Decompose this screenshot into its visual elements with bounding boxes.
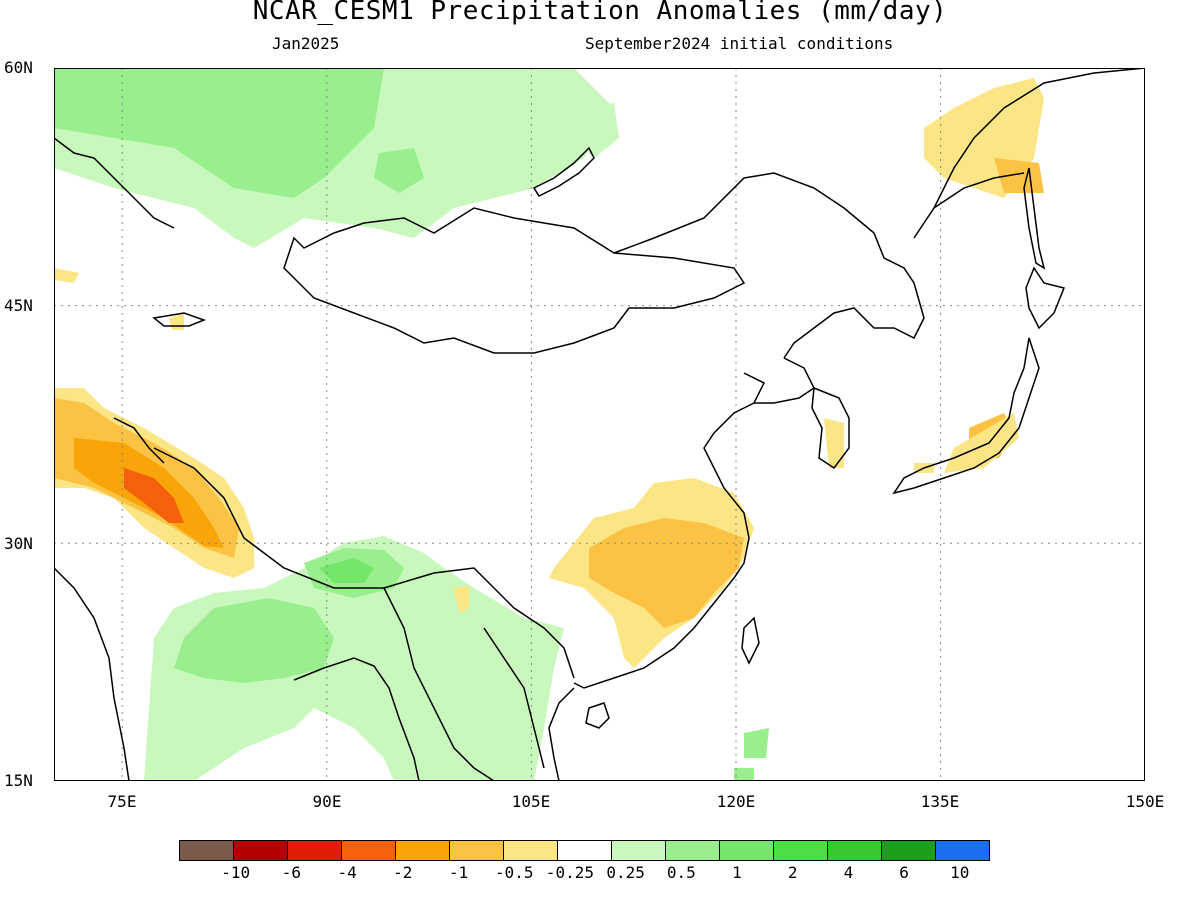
coastlines <box>54 68 1145 781</box>
colorbar-label: 0.25 <box>606 863 645 882</box>
colorbar-label: 4 <box>843 863 854 882</box>
colorbar-swatch <box>665 840 720 861</box>
wet-bengal-medium <box>174 598 334 683</box>
bay-of-bengal-coast <box>293 657 420 781</box>
dry-china-medium <box>589 518 744 628</box>
dry-korea <box>824 418 844 468</box>
myanmar-border <box>383 587 495 781</box>
wet-philippines-south <box>734 768 754 781</box>
lake-baikal <box>532 146 595 197</box>
mongolia-northeast-border <box>613 172 925 359</box>
wet-anomalies <box>54 68 769 781</box>
colorbar-label: -6 <box>281 863 302 882</box>
balkhash <box>152 312 207 327</box>
lon-label-135e: 135E <box>920 792 960 811</box>
lon-label-105e: 105E <box>511 792 551 811</box>
china-east-coast <box>573 372 766 689</box>
wet-baikal-east <box>574 103 619 158</box>
colorbar-label: -10 <box>221 863 251 882</box>
colorbar-label: -2 <box>393 863 413 882</box>
wet-baikal <box>374 148 424 193</box>
colorbar-swatch <box>179 840 234 861</box>
japan-honshu <box>892 337 1040 495</box>
wet-tibet-strong <box>319 558 374 583</box>
lat-label-30n: 30N <box>4 534 33 553</box>
colorbar-swatch <box>827 840 882 861</box>
colorbar-label: -4 <box>337 863 357 882</box>
colorbar-swatch <box>449 840 504 861</box>
colorbar-swatch <box>611 840 666 861</box>
wet-siberia-medium <box>54 68 384 198</box>
colorbar-swatch <box>719 840 774 861</box>
himalaya-border <box>113 417 165 464</box>
colorbar-label: 10 <box>950 863 970 882</box>
anomaly-map-svg <box>54 68 1145 781</box>
valid-month-label: Jan2025 <box>272 34 340 53</box>
indochina-coast <box>548 687 575 781</box>
hainan <box>585 702 610 729</box>
lon-label-75e: 75E <box>107 792 137 811</box>
colorbar-swatch <box>773 840 828 861</box>
lon-label-150e: 150E <box>1125 792 1165 811</box>
map-title: NCAR_CESM1 Precipitation Anomalies (mm/d… <box>252 0 948 26</box>
init-conditions-label: September2024 initial conditions <box>585 34 894 53</box>
colorbar-swatch <box>395 840 450 861</box>
colorbar-swatch <box>935 840 990 861</box>
dry-himalaya-core <box>124 468 184 523</box>
laos-vietnam-border <box>483 627 545 769</box>
anomaly-map <box>54 68 1145 781</box>
colorbar-swatch <box>233 840 288 861</box>
okhotsk-coast <box>913 68 1145 239</box>
dry-small-patch-1 <box>54 268 79 283</box>
dry-anomalies <box>54 78 1044 668</box>
colorbar-label: -1 <box>448 863 469 882</box>
colorbar-label: 1 <box>732 863 742 882</box>
lat-label-15n: 15N <box>4 771 33 790</box>
korea-peninsula <box>811 386 850 470</box>
india-west-coast <box>54 567 130 781</box>
japan-hokkaido <box>1025 266 1066 330</box>
dry-small-patch-3 <box>454 586 469 613</box>
colorbar-swatch <box>881 840 936 861</box>
colorbar <box>179 840 990 861</box>
colorbar-swatch <box>503 840 558 861</box>
lat-label-45n: 45N <box>4 296 33 315</box>
lon-label-90e: 90E <box>312 792 342 811</box>
lat-label-60n: 60N <box>4 58 33 77</box>
lon-label-120e: 120E <box>716 792 756 811</box>
russia-china-border <box>283 207 746 354</box>
caspian-shore <box>54 137 175 229</box>
colorbar-label: 2 <box>787 863 798 882</box>
amur-coast <box>933 172 1025 209</box>
colorbar-label: -0.25 <box>545 863 594 882</box>
taiwan <box>741 616 760 665</box>
sakhalin <box>1023 167 1046 270</box>
wet-philippines <box>744 728 769 758</box>
colorbar-label: 0.5 <box>666 863 696 882</box>
colorbar-label: 6 <box>899 863 909 882</box>
colorbar-swatch <box>341 840 396 861</box>
colorbar-label: -0.5 <box>494 863 534 882</box>
colorbar-swatch <box>557 840 612 861</box>
bohai-coast <box>754 357 815 404</box>
colorbar-swatch <box>287 840 342 861</box>
